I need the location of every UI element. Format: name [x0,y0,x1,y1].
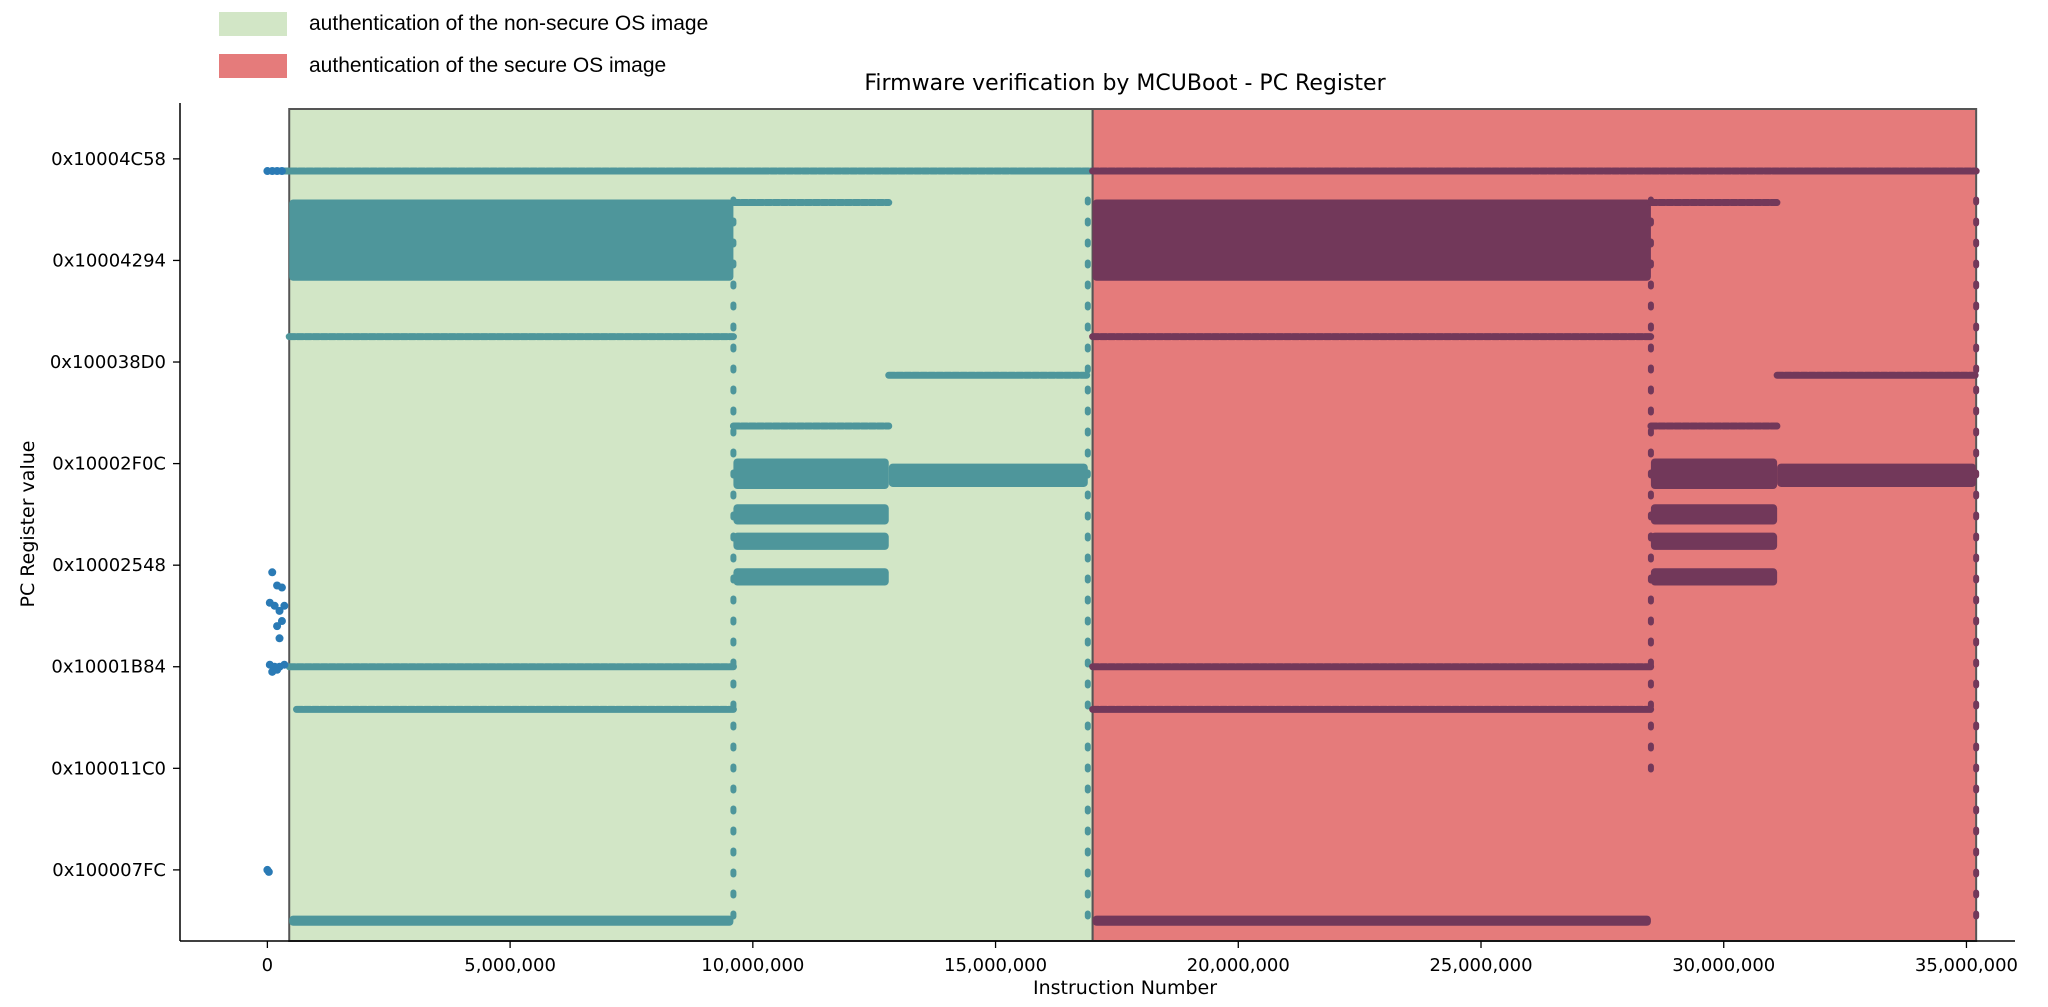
series0-band-3 [733,532,889,550]
series2-point-4 [268,568,277,577]
series0-band-6 [289,915,734,926]
x-tick-label: 15,000,000 [944,955,1047,976]
series2-point-10 [280,601,289,610]
y-tick-label: 0x10001B84 [51,657,166,678]
data-points [263,167,1980,929]
y-tick-label: 0x10004294 [52,250,166,271]
y-tick-label: 0x100011C0 [51,758,166,779]
x-tick-label: 30,000,000 [1672,955,1775,976]
x-tick-label: 10,000,000 [701,955,804,976]
series2-point-17 [280,660,289,669]
series2-point-21 [264,867,273,876]
series1-band-6 [1092,915,1651,926]
series0-band-1 [733,458,889,489]
series1-band-3 [1650,532,1778,550]
series0-band-0 [289,199,734,281]
series2-point-8 [270,601,279,610]
y-axis-label: PC Register value [17,440,39,608]
x-axis-label: Instruction Number [1032,977,1218,999]
series1-band-2 [1650,504,1778,525]
legend-label-nonsecure: authentication of the non-secure OS imag… [309,12,709,35]
x-tick-label: 5,000,000 [464,955,556,976]
chart-title: Firmware verification by MCUBoot - PC Re… [864,71,1386,96]
series2-point-6 [277,583,286,592]
y-tick-label: 0x10004C58 [51,149,166,170]
series2-point-9 [275,606,284,615]
y-tick-label: 0x10002F0C [52,454,166,475]
series1-band-4 [1650,568,1778,586]
series1-band-0 [1092,199,1651,281]
series0-band-2 [733,504,889,525]
legend-item-nonsecure: authentication of the non-secure OS imag… [219,12,708,36]
series2-point-12 [277,617,286,626]
x-tick-label: 25,000,000 [1429,955,1532,976]
series0-band-4 [733,568,889,586]
x-tick-label: 0 [262,955,273,976]
series1-band-1 [1650,458,1778,489]
legend-item-secure: authentication of the secure OS image [219,54,666,78]
x-tick-label: 20,000,000 [1187,955,1290,976]
y-tick-label: 0x100007FC [52,860,166,881]
legend-swatch-secure [219,54,287,78]
tick-labels: 0 5,000,000 10,000,000 15,000,000 20,000,000… [50,149,2018,976]
y-tick-label: 0x10002548 [52,555,166,576]
series2-point-19 [273,665,282,674]
series1-band-5 [1777,463,1977,487]
series2-point-13 [275,634,284,643]
series2-point-3 [277,167,286,176]
legend-swatch-nonsecure [219,12,287,36]
series0-band-5 [888,463,1088,487]
y-tick-label: 0x100038D0 [50,352,166,373]
axes [179,103,2015,942]
series2-point-11 [273,622,282,631]
x-tick-label: 35,000,000 [1915,955,2018,976]
legend-label-secure: authentication of the secure OS image [309,54,667,77]
